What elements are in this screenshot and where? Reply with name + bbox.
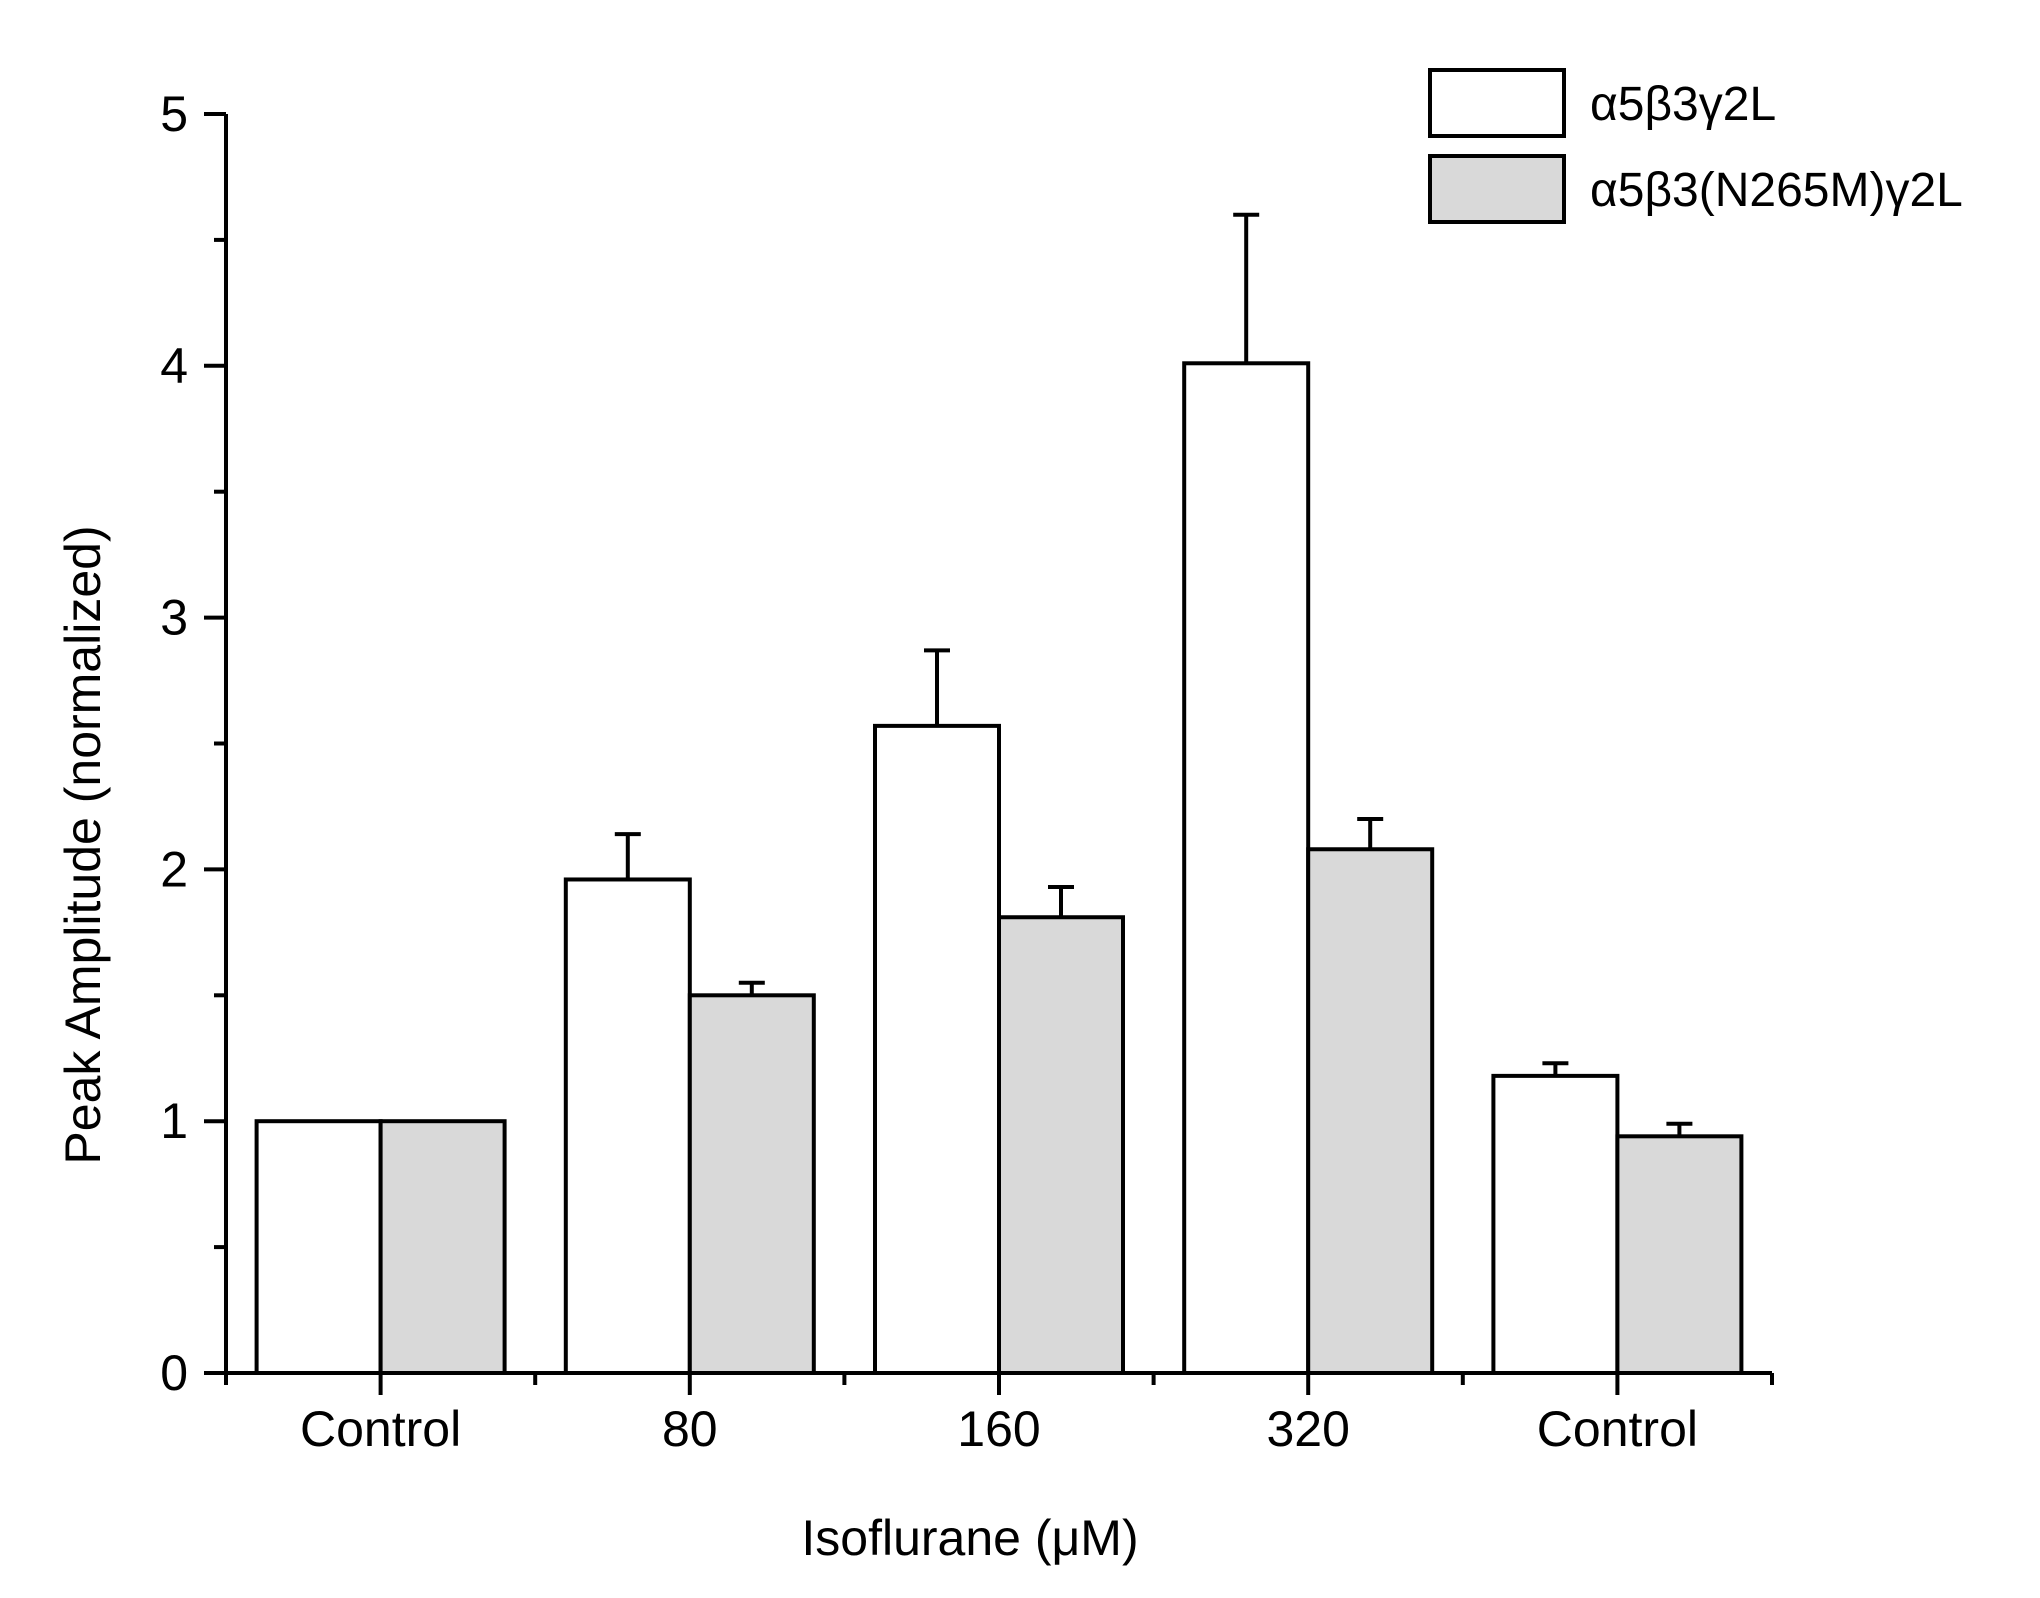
x-tick-label: 320 — [1266, 1401, 1349, 1457]
x-tick-label: 80 — [662, 1401, 718, 1457]
bar-series-2 — [1615, 1134, 1744, 1375]
bar-series-1 — [873, 723, 1001, 1375]
legend-swatch-series-2 — [1428, 154, 1566, 224]
bar-series-2 — [1306, 847, 1435, 1375]
y-tick-label: 0 — [160, 1345, 188, 1401]
bar-series-2 — [378, 1119, 507, 1375]
y-tick-label: 3 — [160, 590, 188, 646]
bar-series-1 — [1182, 361, 1311, 1376]
x-axis-title: Isoflurane (μM) — [801, 1510, 1138, 1566]
legend: α5β3γ2L α5β3(N265M)γ2L — [1428, 68, 1963, 224]
y-tick-label: 5 — [160, 86, 188, 142]
legend-swatch-series-1 — [1428, 68, 1566, 138]
bar-series-1 — [254, 1119, 383, 1375]
bar-series-2 — [687, 993, 816, 1375]
bar-series-1 — [563, 877, 692, 1375]
x-tick-label: Control — [300, 1401, 461, 1457]
y-tick-label: 2 — [160, 841, 188, 897]
y-tick-label: 1 — [160, 1093, 188, 1149]
bar-series-2 — [997, 915, 1125, 1375]
y-tick-label: 4 — [160, 338, 188, 394]
legend-label-series-1: α5β3γ2L — [1590, 78, 1776, 131]
y-ticks: 0 1 2 3 4 5 — [160, 86, 226, 1401]
x-ticks: Control 80 160 320 Control — [224, 1373, 1774, 1457]
x-tick-label: 160 — [957, 1401, 1040, 1457]
bar-series-1 — [1491, 1073, 1620, 1375]
x-tick-label: Control — [1537, 1401, 1698, 1457]
legend-label-series-2: α5β3(N265M)γ2L — [1590, 164, 1963, 217]
y-axis-title: Peak Amplitude (normalized) — [55, 525, 111, 1164]
chart-marks — [254, 212, 1744, 1376]
